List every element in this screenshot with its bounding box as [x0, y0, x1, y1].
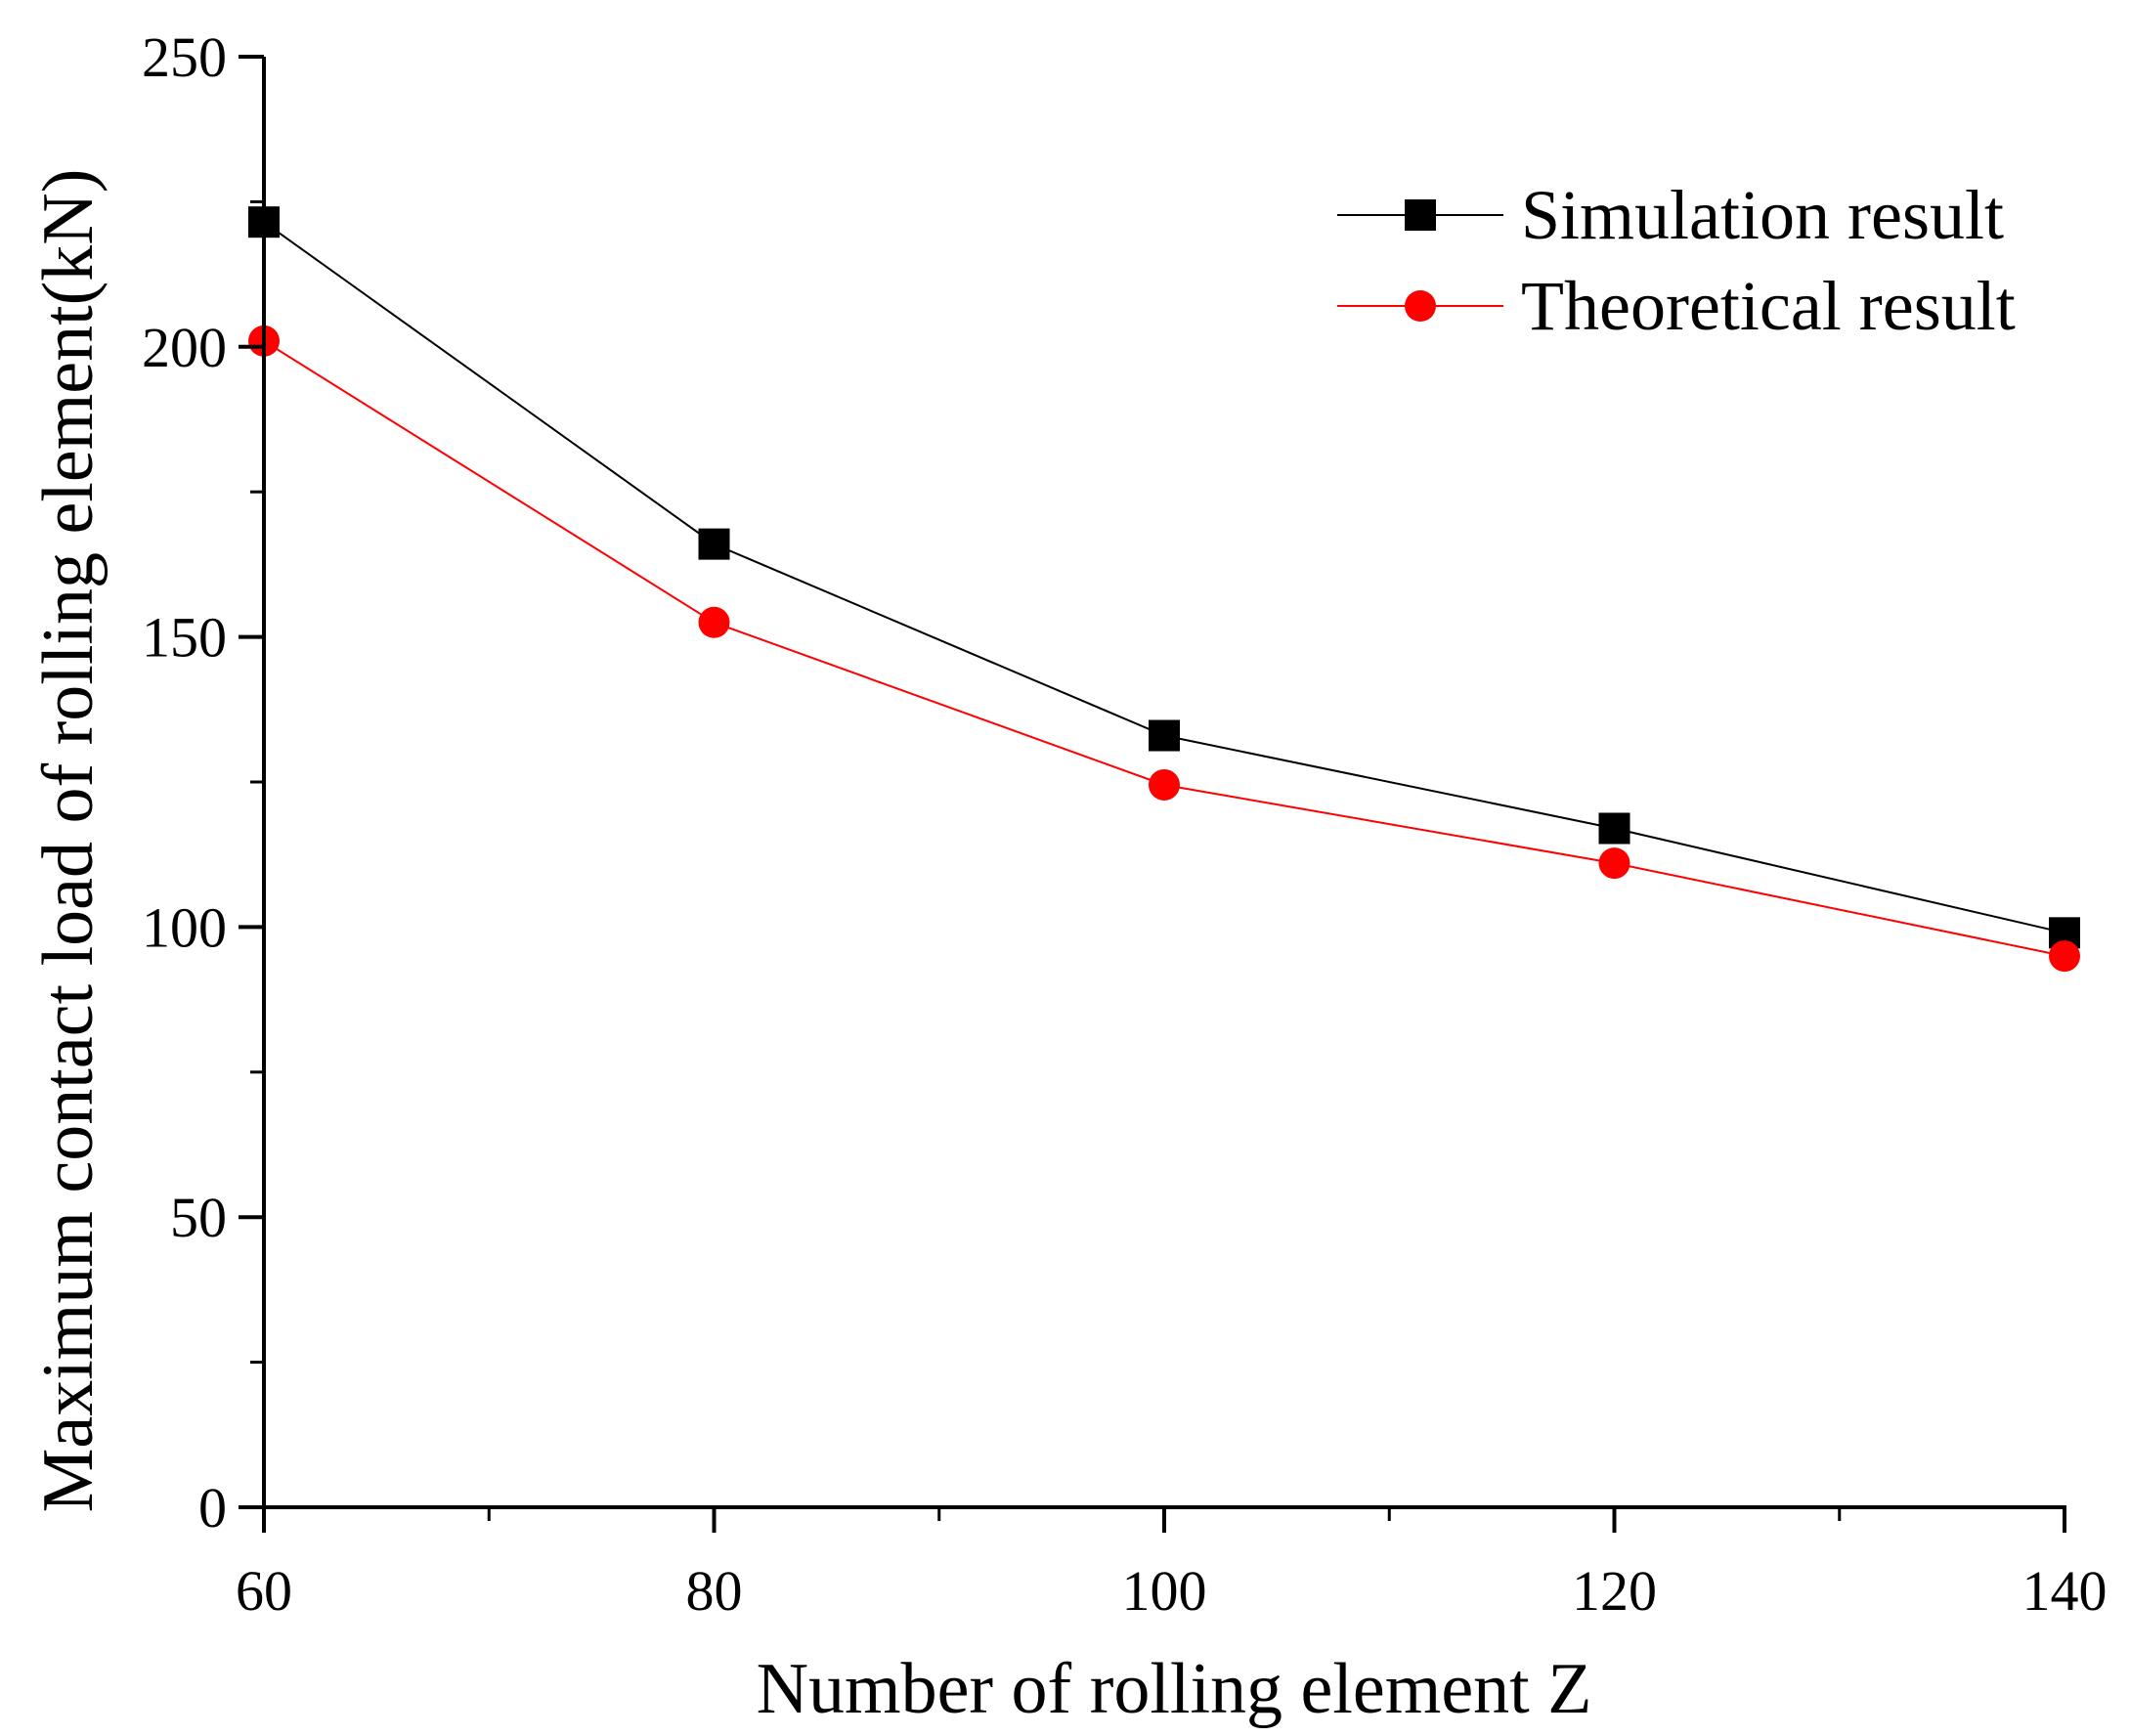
- data-point-simulation: [1598, 812, 1630, 845]
- legend: Simulation result Theoretical result: [1337, 176, 2016, 345]
- legend-marker-theoretical: [1405, 290, 1436, 322]
- data-point-theoretical: [698, 606, 730, 638]
- data-point-theoretical: [1598, 847, 1630, 880]
- y-tick-label: 100: [142, 895, 227, 959]
- plot-markers: [248, 206, 2080, 973]
- y-tick-label: 50: [170, 1186, 227, 1249]
- data-point-theoretical: [2049, 940, 2080, 973]
- legend-label-simulation: Simulation result: [1521, 176, 2004, 254]
- axes: 0 50 100 150 200 250 60 80 100 120 140: [142, 25, 2108, 1623]
- data-point-theoretical: [1149, 768, 1180, 801]
- x-tick-label: 60: [236, 1559, 292, 1623]
- x-tick-label: 120: [1572, 1559, 1657, 1623]
- x-axis-title: Number of rolling element Z: [757, 1649, 1592, 1729]
- x-tick-label: 140: [2022, 1559, 2108, 1623]
- y-tick-label: 200: [142, 316, 227, 379]
- data-point-simulation: [698, 528, 730, 560]
- y-axis-title: Maximum contact load of rolling element(…: [28, 169, 109, 1513]
- data-point-simulation: [1149, 719, 1180, 752]
- x-tick-label: 100: [1122, 1559, 1207, 1623]
- legend-marker-simulation: [1405, 199, 1436, 231]
- y-tick-label: 150: [142, 606, 227, 670]
- x-tick-label: 80: [686, 1559, 743, 1623]
- y-tick-label: 250: [142, 25, 227, 89]
- legend-label-theoretical: Theoretical result: [1521, 267, 2016, 345]
- y-tick-label: 0: [198, 1476, 227, 1540]
